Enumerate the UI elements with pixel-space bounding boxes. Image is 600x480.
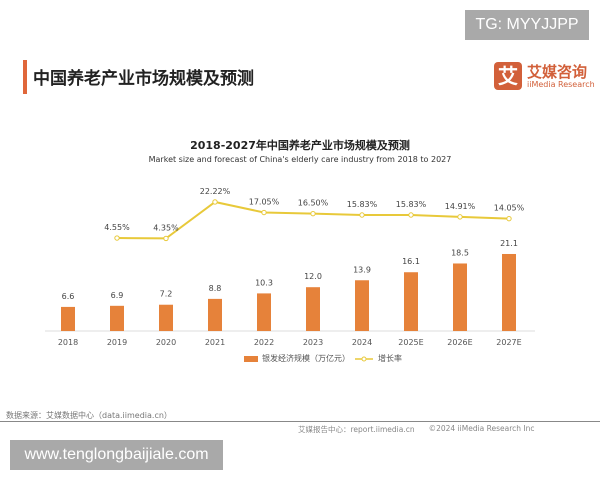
- bar: [110, 305, 124, 331]
- growth-label: 14.05%: [494, 204, 525, 213]
- legend-bar-swatch: [244, 355, 258, 362]
- bar: [404, 272, 418, 331]
- bar: [61, 306, 75, 331]
- bar-label: 8.8: [209, 284, 222, 293]
- growth-point: [212, 199, 218, 205]
- bar-label: 12.0: [304, 272, 322, 281]
- title-accent-bar: [23, 60, 27, 94]
- logo-icon: 艾: [494, 62, 522, 90]
- page-title: 中国养老产业市场规模及预测: [33, 69, 254, 89]
- bar: [355, 280, 369, 331]
- growth-point: [506, 215, 512, 222]
- bar: [453, 263, 467, 331]
- report-link[interactable]: 艾媒报告中心：report.iimedia.cn: [298, 425, 415, 434]
- logo-text: 艾媒咨询: [527, 63, 588, 81]
- x-tick-label: 2018: [58, 338, 78, 347]
- bar-label: 6.9: [111, 291, 124, 300]
- divider: [0, 421, 600, 422]
- legend: 银发经济规模（万亿元） 增长率: [244, 353, 402, 364]
- growth-label: 4.55%: [104, 223, 130, 232]
- x-tick-label: 2026E: [447, 338, 472, 347]
- bar-label: 16.1: [402, 257, 420, 266]
- growth-point: [114, 235, 120, 241]
- legend-line-label: 增长率: [378, 354, 402, 363]
- copyright: ©2024 iiMedia Research Inc: [428, 424, 535, 433]
- x-tick-label: 2019: [107, 338, 127, 347]
- bar-label: 21.1: [500, 239, 518, 248]
- bar-label: 18.5: [451, 248, 469, 257]
- bar-label: 13.9: [353, 265, 371, 274]
- growth-point: [310, 210, 316, 217]
- logo-subtext: iiMedia Research: [527, 80, 595, 89]
- bar: [306, 287, 320, 331]
- growth-point: [457, 214, 463, 220]
- footer: 艾媒报告中心：report.iimedia.cn ©2024 iiMedia R…: [298, 424, 535, 435]
- growth-label: 15.83%: [347, 200, 378, 209]
- bar: [159, 304, 173, 331]
- bar: [208, 298, 222, 331]
- x-tick-label: 2022: [254, 338, 274, 347]
- watermark-url: www.tenglongbaijiale.com: [10, 440, 223, 470]
- x-tick-label: 2020: [156, 338, 176, 347]
- growth-label: 15.83%: [396, 200, 427, 209]
- bar-label: 7.2: [160, 290, 173, 299]
- chart-title: 2018-2027年中国养老产业市场规模及预测: [190, 139, 410, 152]
- growth-point: [408, 212, 414, 218]
- watermark-tg: TG: MYYJJPP: [465, 10, 589, 40]
- growth-point: [359, 212, 365, 218]
- x-tick-label: 2024: [352, 338, 372, 347]
- growth-label: 14.91%: [445, 202, 476, 211]
- x-tick-label: 2023: [303, 338, 323, 347]
- bar: [257, 293, 271, 331]
- growth-point: [261, 209, 267, 216]
- legend-bar-label: 银发经济规模（万亿元）: [262, 354, 350, 363]
- growth-label: 16.50%: [298, 199, 329, 208]
- bar: [502, 253, 516, 331]
- growth-label: 17.05%: [249, 198, 280, 207]
- chart-subtitle: Market size and forecast of China's elde…: [148, 155, 452, 164]
- bar-label: 10.3: [255, 278, 273, 287]
- x-tick-label: 2021: [205, 338, 225, 347]
- x-tick-label: 2025E: [398, 338, 423, 347]
- x-tick-label: 2027E: [496, 338, 521, 347]
- growth-point: [163, 235, 169, 242]
- growth-label: 22.22%: [200, 187, 231, 196]
- data-source: 数据来源：艾媒数据中心（data.iimedia.cn）: [6, 411, 172, 420]
- growth-label: 4.35%: [153, 223, 179, 232]
- bar-label: 6.6: [62, 292, 75, 301]
- legend-line-swatch: [355, 356, 373, 361]
